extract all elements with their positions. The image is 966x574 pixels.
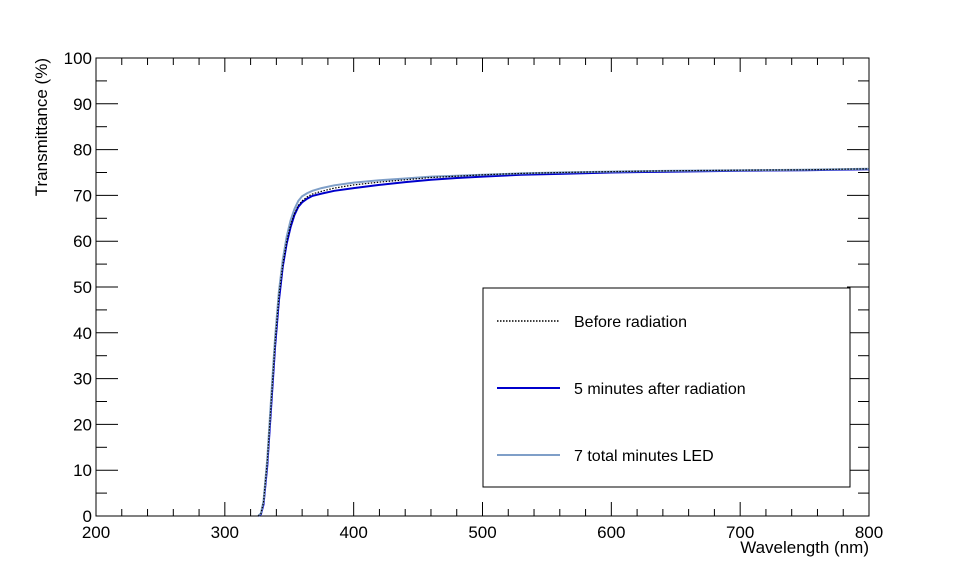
y-tick-label: 20	[73, 415, 92, 434]
x-tick-label: 700	[726, 523, 754, 542]
series-layer	[257, 167, 870, 517]
series-line-7-total-minutes-led	[257, 167, 870, 517]
legend-label-5-minutes-after-radiation: 5 minutes after radiation	[574, 381, 746, 398]
x-tick-label: 400	[339, 523, 367, 542]
x-tick-label: 600	[597, 523, 625, 542]
x-tick-label: 500	[468, 523, 496, 542]
axis-ticks	[95, 57, 870, 517]
y-tick-label: 60	[73, 232, 92, 251]
x-tick-label: 800	[855, 523, 883, 542]
y-tick-label: 70	[73, 186, 92, 205]
y-tick-label: 30	[73, 370, 92, 389]
y-tick-label: 50	[73, 278, 92, 297]
y-tick-label: 10	[73, 461, 92, 480]
x-tick-label: 200	[82, 523, 110, 542]
legend-label-7-total-minutes-led: 7 total minutes LED	[574, 448, 714, 465]
y-tick-label: 90	[73, 95, 92, 114]
x-tick-label: 300	[211, 523, 239, 542]
y-tick-label: 0	[83, 507, 92, 526]
tick-labels: 200 300 400 500 600 700 800 0 10 20 30 40 50 60 70 80 90…	[64, 49, 884, 542]
legend: Before radiation 5 minutes after radiati…	[482, 287, 851, 488]
y-tick-label: 40	[73, 324, 92, 343]
y-tick-label: 100	[64, 49, 92, 68]
legend-label-before-radiation: Before radiation	[574, 314, 687, 331]
y-tick-label: 80	[73, 141, 92, 160]
y-axis-title: Transmittance (%)	[32, 58, 51, 196]
x-axis-title: Wavelength (nm)	[740, 538, 869, 557]
series-line-before-radiation	[257, 168, 870, 517]
